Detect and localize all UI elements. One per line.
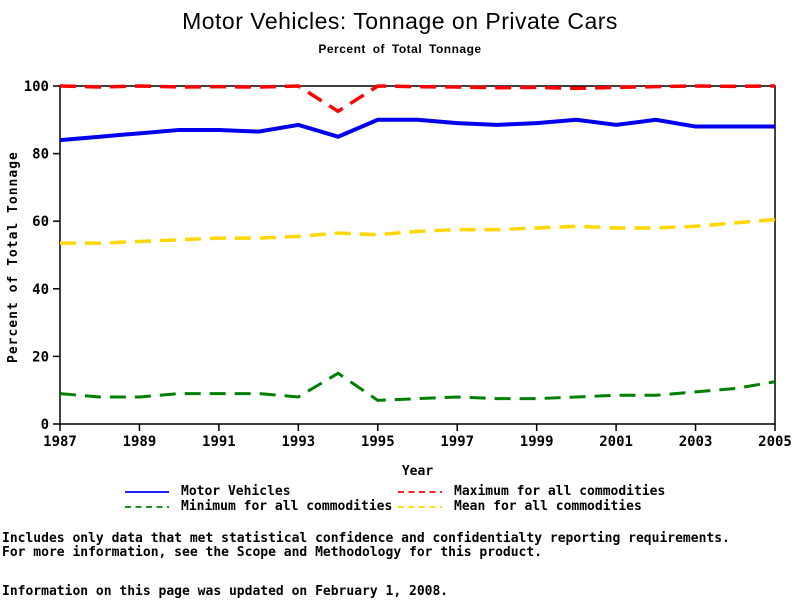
series-line-minimum-for-all-commodities [59, 371, 776, 402]
x-tick-label: 2003 [679, 434, 713, 450]
x-tick-label: 2001 [599, 434, 633, 450]
series-line-motor-vehicles [59, 117, 775, 143]
legend-swatch-dashed [398, 505, 442, 508]
y-tick-label: 100 [24, 79, 49, 95]
legend-item: Motor Vehicles [125, 484, 398, 499]
chart-subtitle: Percent of Total Tonnage [318, 42, 482, 56]
footnote-block: Includes only data that met statistical … [2, 532, 730, 560]
y-tick-label: 80 [32, 147, 49, 163]
legend-item: Mean for all commodities [398, 499, 665, 514]
legend-label: Maximum for all commodities [454, 484, 666, 499]
legend-item: Maximum for all commodities [398, 484, 666, 499]
x-tick-label: 1999 [520, 434, 554, 450]
legend-item: Minimum for all commodities [125, 499, 398, 514]
legend-swatch-dashed [125, 505, 169, 508]
legend-swatch-dashed [398, 490, 442, 493]
footnote-line-1: Includes only data that met statistical … [2, 531, 730, 546]
series-line-mean-for-all-commodities [60, 217, 776, 245]
x-tick-label: 1995 [361, 434, 395, 450]
x-tick-label: 1989 [123, 434, 157, 450]
legend-label: Motor Vehicles [181, 484, 291, 499]
x-tick-label: 1997 [440, 434, 474, 450]
y-tick-label: 20 [32, 349, 49, 365]
footnote-line-2: For more information, see the Scope and … [2, 545, 543, 560]
legend: Motor Vehicles Maximum for all commoditie… [125, 484, 666, 514]
chart-title: Motor Vehicles: Tonnage on Private Cars [182, 8, 618, 34]
y-axis-title: Percent of Total Tonnage [6, 151, 21, 363]
series-line-maximum-for-all-commodities [59, 84, 776, 114]
y-tick-label: 0 [41, 417, 49, 433]
updated-date-note: Information on this page was updated on … [2, 584, 449, 599]
y-tick-label: 40 [32, 282, 49, 298]
legend-swatch-solid [125, 490, 169, 493]
x-tick-label: 1993 [281, 434, 315, 450]
legend-label: Mean for all commodities [454, 499, 642, 514]
x-axis-title: Year [401, 464, 434, 479]
y-tick-label: 60 [32, 214, 49, 230]
x-tick-label: 1991 [202, 434, 236, 450]
legend-label: Minimum for all commodities [181, 499, 393, 514]
x-tick-label: 1987 [43, 434, 77, 450]
x-tick-label: 2005 [758, 434, 792, 450]
plot-frame [59, 85, 776, 425]
